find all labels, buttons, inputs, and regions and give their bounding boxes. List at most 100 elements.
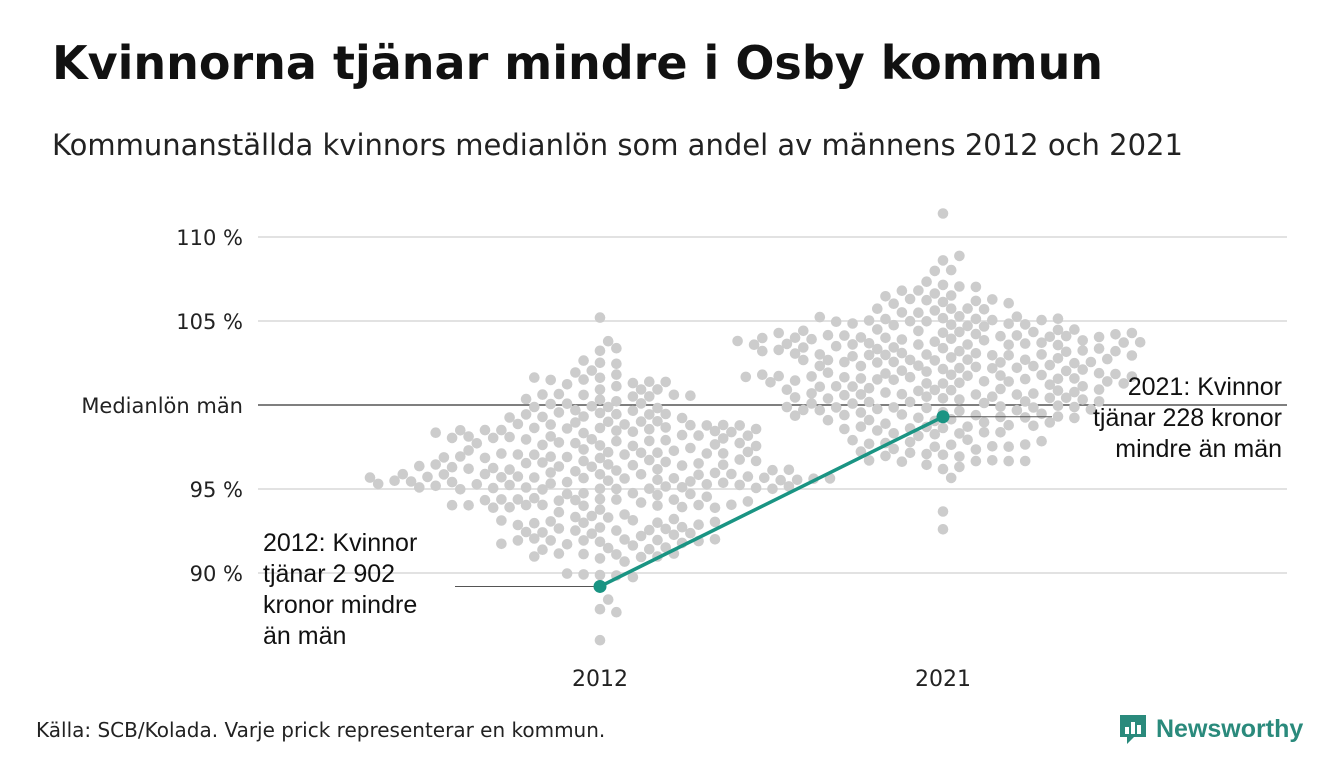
swarm-dot bbox=[545, 431, 556, 442]
swarm-dot bbox=[1019, 455, 1031, 467]
swarm-dot bbox=[945, 384, 957, 396]
swarm-dot bbox=[496, 448, 507, 459]
swarm-dot bbox=[896, 388, 908, 400]
swarm-dot bbox=[978, 397, 990, 409]
swarm-dot bbox=[814, 360, 826, 372]
swarm-dot bbox=[888, 443, 899, 455]
swarm-dot bbox=[668, 473, 680, 484]
swarm-dot bbox=[561, 488, 573, 500]
swarm-dot bbox=[520, 409, 532, 420]
swarm-dot bbox=[553, 461, 565, 472]
brand-logo[interactable]: Newsworthy bbox=[1118, 713, 1303, 745]
swarm-dot bbox=[781, 401, 793, 413]
swarm-dot bbox=[635, 497, 647, 508]
swarm-dot bbox=[1028, 326, 1039, 338]
swarm-dot bbox=[635, 398, 647, 409]
swarm-dot bbox=[945, 303, 957, 315]
swarm-dot bbox=[757, 369, 768, 381]
swarm-dot bbox=[863, 438, 875, 450]
swarm-dot bbox=[913, 412, 924, 424]
swarm-dot bbox=[668, 494, 680, 506]
swarm-dot bbox=[1118, 378, 1129, 389]
swarm-dot bbox=[676, 412, 688, 424]
swarm-dot bbox=[602, 594, 614, 605]
swarm-dot bbox=[611, 425, 622, 437]
swarm-dot bbox=[701, 491, 713, 503]
swarm-dot bbox=[529, 449, 540, 461]
swarm-dot bbox=[1019, 412, 1031, 423]
swarm-dot bbox=[446, 432, 458, 444]
swarm-dot bbox=[446, 461, 458, 473]
swarm-dot bbox=[602, 416, 614, 428]
swarm-dot bbox=[561, 451, 573, 463]
swarm-dot bbox=[921, 391, 932, 403]
swarm-dot bbox=[954, 345, 965, 357]
swarm-dot bbox=[734, 420, 745, 431]
swarm-dot bbox=[1003, 297, 1014, 309]
swarm-dot bbox=[594, 553, 606, 564]
swarm-dot bbox=[1110, 368, 1121, 380]
swarm-dot bbox=[987, 350, 998, 361]
swarm-dot bbox=[995, 401, 1006, 412]
swarm-dot bbox=[537, 499, 548, 511]
swarm-dot bbox=[496, 494, 507, 505]
swarm-dot bbox=[929, 384, 941, 396]
swarm-dot bbox=[1110, 329, 1121, 340]
swarm-dot bbox=[652, 384, 663, 395]
swarm-dot bbox=[913, 307, 924, 319]
swarm-dot bbox=[446, 499, 458, 511]
swarm-dot bbox=[594, 569, 606, 581]
swarm-dot bbox=[668, 513, 680, 525]
swarm-dot bbox=[496, 538, 507, 550]
swarm-dot bbox=[1028, 360, 1039, 372]
swarm-dot bbox=[847, 434, 858, 446]
swarm-dot bbox=[1069, 412, 1080, 424]
swarm-dot bbox=[937, 279, 949, 291]
swarm-dot bbox=[954, 394, 965, 405]
swarm-dot bbox=[1069, 324, 1080, 335]
swarm-dot bbox=[783, 464, 795, 476]
swarm-dot bbox=[717, 433, 729, 444]
swarm-dot bbox=[781, 384, 793, 396]
swarm-dot bbox=[904, 436, 916, 448]
swarm-dot bbox=[594, 345, 606, 357]
swarm-dot bbox=[995, 330, 1006, 342]
swarm-dot bbox=[594, 469, 606, 480]
swarm-dot bbox=[463, 463, 474, 475]
swarm-dot bbox=[545, 419, 556, 430]
swarm-dot bbox=[644, 423, 655, 435]
swarm-dot bbox=[937, 393, 949, 404]
swarm-dot bbox=[430, 427, 442, 439]
swarm-dot bbox=[570, 437, 581, 449]
swarm-dot bbox=[962, 303, 973, 314]
swarm-dot bbox=[619, 534, 630, 545]
swarm-dot bbox=[594, 312, 606, 323]
swarm-dot bbox=[888, 342, 899, 353]
swarm-dot bbox=[970, 281, 982, 293]
swarm-dot bbox=[652, 474, 663, 486]
swarm-dot bbox=[553, 523, 565, 534]
swarm-dot bbox=[767, 483, 778, 495]
swarm-dot bbox=[537, 411, 548, 423]
swarm-dot bbox=[742, 471, 754, 482]
swarm-dot bbox=[880, 291, 891, 302]
swarm-dot bbox=[676, 501, 688, 513]
y-tick-label: 95 % bbox=[190, 478, 243, 502]
swarm-dot bbox=[594, 440, 606, 451]
swarm-dot bbox=[602, 401, 614, 413]
swarm-dot bbox=[479, 494, 491, 506]
swarm-dot bbox=[570, 417, 581, 428]
swarm-dot bbox=[471, 438, 483, 449]
swarm-dot bbox=[611, 494, 622, 505]
swarm-dot bbox=[578, 389, 589, 401]
swarm-dot bbox=[847, 318, 858, 329]
swarm-dot bbox=[872, 357, 883, 368]
swarm-dot bbox=[553, 388, 565, 400]
swarm-dot bbox=[765, 377, 776, 388]
swarm-dot bbox=[970, 389, 982, 400]
swarm-dot bbox=[446, 476, 458, 488]
swarm-dot bbox=[652, 464, 663, 475]
swarm-dot bbox=[1011, 389, 1023, 400]
swarm-dot bbox=[798, 325, 809, 337]
swarm-dot bbox=[789, 392, 801, 403]
